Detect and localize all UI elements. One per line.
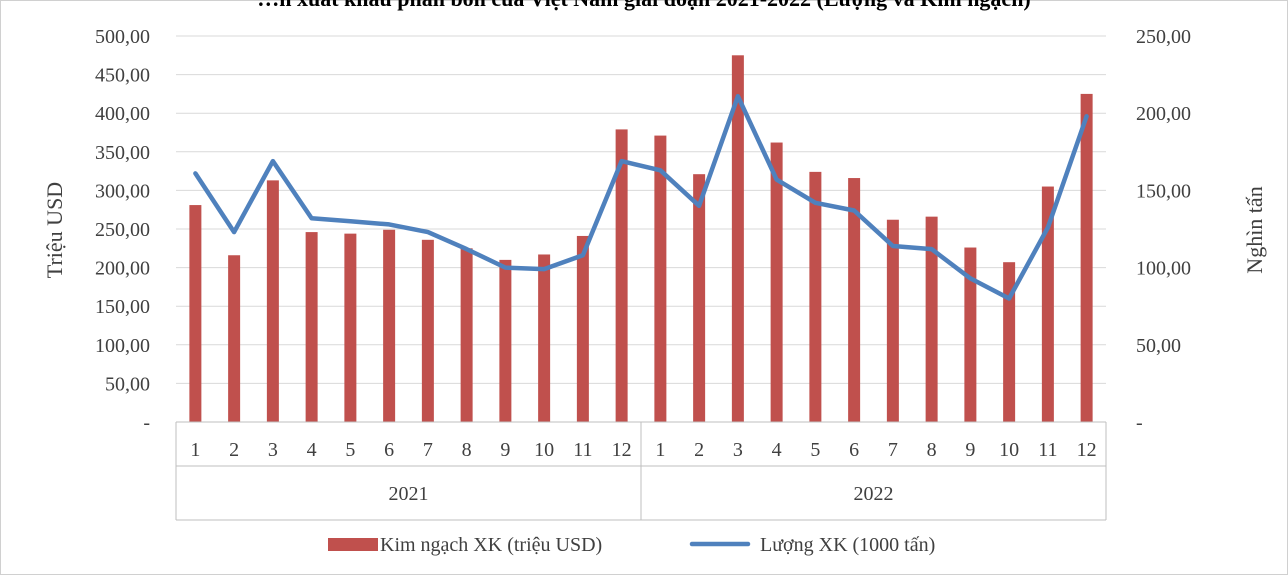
x-tick-label: 9 [500, 439, 510, 461]
y-right-tick-label: 50,00 [1136, 335, 1181, 357]
x-tick-label: 6 [849, 439, 859, 461]
y-right-tick-label: 250,00 [1136, 26, 1191, 48]
legend-swatch-bar [328, 538, 378, 551]
bar [1041, 186, 1054, 422]
y-axis-right-label: Nghìn tấn [1242, 186, 1267, 273]
x-tick-label: 8 [927, 439, 937, 461]
bar [460, 248, 473, 422]
y-right-tick-label: 150,00 [1136, 180, 1191, 202]
y-axis-left-label: Triệu USD [42, 182, 67, 278]
y-left-tick-label: 200,00 [95, 258, 150, 280]
bar [886, 219, 899, 422]
x-tick-label: 1 [190, 439, 200, 461]
x-group-label: 2022 [854, 483, 894, 505]
y-left-tick-label: 450,00 [95, 65, 150, 87]
bar [189, 205, 202, 422]
bar [421, 239, 434, 422]
bar [266, 180, 279, 422]
legend: Kim ngạch XK (triệu USD) Lượng XK (1000 t… [328, 534, 935, 556]
x-tick-label: 4 [772, 439, 782, 461]
bar [731, 55, 744, 423]
bar [1003, 262, 1016, 422]
x-tick-label: 2 [694, 439, 704, 461]
x-tick-label: 6 [384, 439, 394, 461]
series-line [193, 93, 1089, 301]
y-left-tick-label: - [143, 412, 150, 434]
x-tick-label: 12 [1077, 439, 1097, 461]
axes: -50,00100,00150,00200,00250,00300,00350,… [95, 26, 1191, 521]
x-tick-label: 11 [573, 439, 592, 461]
bar [925, 216, 938, 422]
bar-series [189, 55, 1093, 423]
y-left-tick-label: 300,00 [95, 180, 150, 202]
x-tick-label: 4 [307, 439, 317, 461]
bar [964, 247, 977, 422]
bar [499, 259, 512, 422]
x-group-label: 2021 [389, 483, 429, 505]
legend-label-bar: Kim ngạch XK (triệu USD) [380, 534, 602, 556]
line-series [193, 93, 1089, 301]
x-tick-label: 7 [888, 439, 898, 461]
y-left-tick-label: 250,00 [95, 219, 150, 241]
x-tick-label: 3 [268, 439, 278, 461]
x-tick-label: 10 [999, 439, 1019, 461]
y-left-tick-label: 150,00 [95, 296, 150, 318]
bar [615, 129, 628, 423]
bar [1080, 93, 1093, 423]
legend-label-line: Lượng XK (1000 tấn) [760, 534, 935, 556]
chart-title: …h xuất khẩu phân bón của Việt Nam giai … [257, 0, 1031, 11]
bar [383, 229, 396, 422]
bar [228, 255, 241, 422]
bar [344, 233, 357, 422]
x-tick-label: 1 [655, 439, 665, 461]
y-right-tick-label: 200,00 [1136, 103, 1191, 125]
bar [538, 254, 551, 422]
x-tick-label: 12 [612, 439, 632, 461]
bar [305, 232, 318, 422]
bar [654, 135, 667, 422]
x-tick-label: 10 [534, 439, 554, 461]
y-left-tick-label: 100,00 [95, 335, 150, 357]
y-left-tick-label: 400,00 [95, 103, 150, 125]
x-tick-label: 5 [345, 439, 355, 461]
x-tick-label: 5 [810, 439, 820, 461]
bar [809, 171, 822, 422]
x-tick-label: 9 [965, 439, 975, 461]
gridlines [176, 35, 1106, 384]
bar [693, 174, 706, 422]
x-tick-label: 2 [229, 439, 239, 461]
x-tick-label: 7 [423, 439, 433, 461]
y-right-tick-label: 100,00 [1136, 258, 1191, 280]
y-left-tick-label: 350,00 [95, 142, 150, 164]
bar [848, 178, 861, 422]
y-left-tick-label: 50,00 [105, 373, 150, 395]
y-left-tick-label: 500,00 [95, 26, 150, 48]
x-tick-label: 11 [1038, 439, 1057, 461]
bar [576, 235, 589, 422]
x-tick-label: 3 [733, 439, 743, 461]
y-right-tick-label: - [1136, 412, 1143, 434]
bar [770, 142, 783, 422]
x-tick-label: 8 [462, 439, 472, 461]
